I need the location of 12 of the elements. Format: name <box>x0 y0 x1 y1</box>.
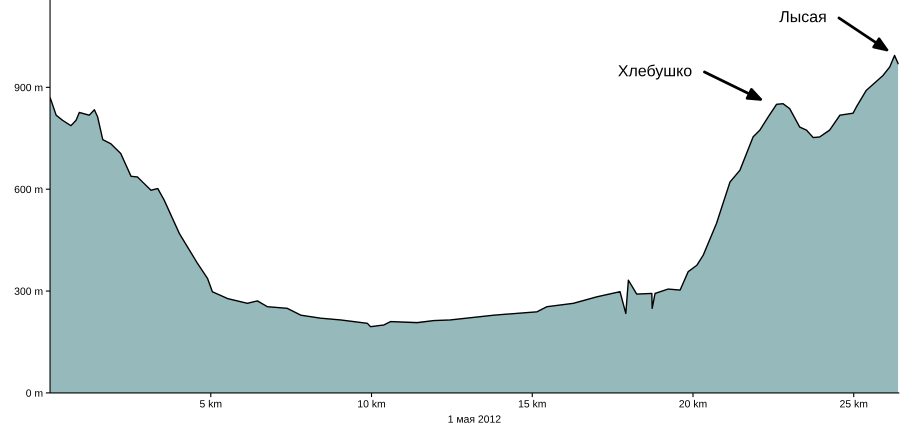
x-tick-label: 20 km <box>679 400 706 408</box>
x-tick-label: 5 km <box>200 400 222 408</box>
y-tick-label: 600 m <box>14 186 42 194</box>
annotation: Хлебушко <box>618 64 692 80</box>
y-tick-label: 900 m <box>14 84 42 92</box>
x-tick-label: 15 km <box>518 400 546 408</box>
y-tick-label: 300 m <box>14 288 42 295</box>
x-tick-label: 10 km <box>358 400 386 408</box>
x-axis-title: 1 мая 2012 <box>448 415 501 423</box>
y-tick-label: 0 m <box>26 389 42 397</box>
x-tick-label: 25 km <box>840 400 868 408</box>
annotation: Лысая <box>779 11 826 22</box>
